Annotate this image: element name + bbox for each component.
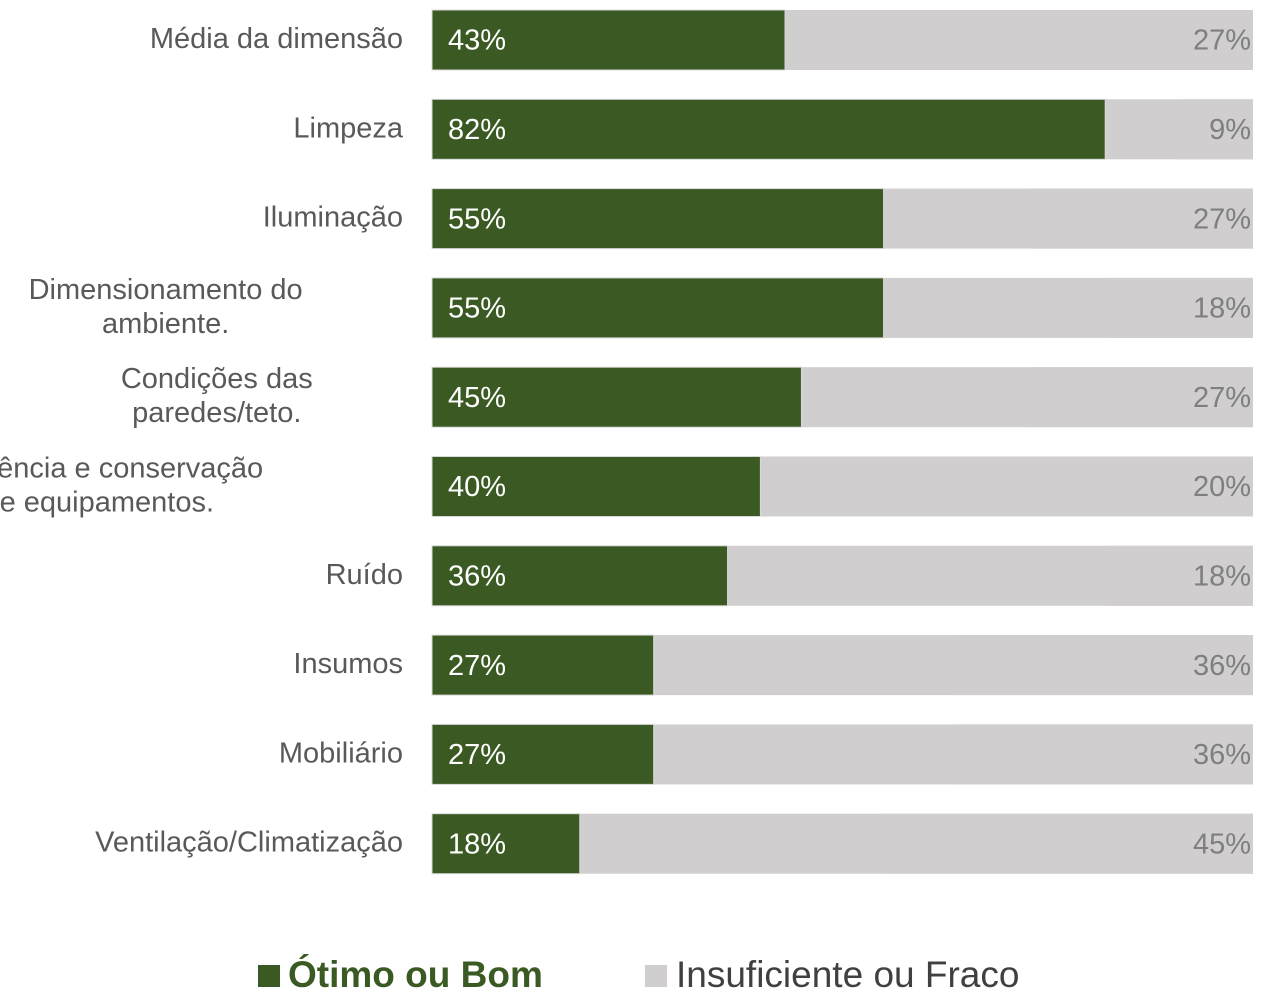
category-label: Ventilação/Climatização bbox=[95, 826, 403, 858]
data-label: 55% bbox=[448, 293, 506, 325]
category-label-line: Ventilação/Climatização bbox=[95, 826, 403, 858]
data-label: 18% bbox=[1193, 293, 1251, 325]
data-label: 20% bbox=[1193, 471, 1251, 503]
category-label: Limpeza bbox=[293, 112, 403, 144]
category-label-line: Ruído bbox=[326, 558, 403, 590]
category-label: Dimensionamento do ambiente. bbox=[29, 274, 303, 340]
bar-segment bbox=[431, 98, 1106, 160]
bar-segment bbox=[431, 9, 786, 71]
bar-segment bbox=[1179, 99, 1253, 160]
category-label: Insumos bbox=[293, 648, 403, 680]
category-label: Condições das paredes/teto. bbox=[121, 363, 313, 429]
bar-segment bbox=[1105, 545, 1253, 606]
data-label: 36% bbox=[1193, 650, 1251, 682]
category-label-line: Iluminação bbox=[263, 201, 403, 233]
bar-segment bbox=[1105, 277, 1253, 338]
bar-segment bbox=[1031, 367, 1253, 428]
category-label: Ruído bbox=[326, 558, 403, 590]
data-label: 55% bbox=[448, 203, 506, 235]
bar-segment bbox=[431, 545, 729, 607]
data-label: 9% bbox=[1209, 114, 1251, 146]
data-label: 27% bbox=[448, 650, 506, 682]
category-label-line: Limpeza bbox=[293, 112, 403, 144]
category-label-line: Mobiliário bbox=[279, 737, 403, 769]
bar-segment bbox=[431, 277, 885, 339]
data-label: 36% bbox=[448, 560, 506, 592]
category-label-line: Média da dimensão bbox=[150, 23, 403, 55]
bar-segment bbox=[883, 813, 1253, 874]
category-label-line: Condições das bbox=[121, 363, 313, 395]
bar-segment bbox=[431, 188, 885, 250]
data-label: 18% bbox=[448, 828, 506, 860]
legend-swatch bbox=[645, 965, 667, 987]
category-label: Média da dimensão bbox=[150, 23, 403, 55]
bar-segment bbox=[431, 634, 655, 696]
legend-label: Ótimo ou Bom bbox=[288, 953, 543, 994]
data-label: 27% bbox=[448, 739, 506, 771]
data-label: 27% bbox=[1193, 203, 1251, 235]
bar-segment bbox=[431, 366, 802, 428]
bar-segment bbox=[431, 456, 761, 517]
legend-swatch bbox=[258, 965, 280, 987]
category-label-line: Insumos bbox=[293, 648, 403, 680]
data-label: 40% bbox=[448, 471, 506, 503]
category-label-line: ambiente. bbox=[102, 308, 229, 340]
data-label: 18% bbox=[1193, 560, 1251, 592]
bar-segment bbox=[1088, 456, 1253, 517]
category-label-line: de equipamentos. bbox=[0, 486, 214, 518]
data-label: 45% bbox=[448, 382, 506, 414]
category-label-line: Dimensionamento do bbox=[29, 274, 303, 306]
data-label: 45% bbox=[1193, 828, 1251, 860]
category-label: Iluminação bbox=[263, 201, 403, 233]
bar-segment bbox=[957, 724, 1253, 785]
data-label: 36% bbox=[1193, 739, 1251, 771]
data-label: 82% bbox=[448, 114, 506, 146]
legend-label: Insuficiente ou Fraco bbox=[676, 954, 1019, 994]
data-label: 27% bbox=[1193, 382, 1251, 414]
category-label-line: Existência e conservação bbox=[0, 452, 263, 484]
category-label-line: paredes/teto. bbox=[132, 397, 301, 429]
bar-segment bbox=[431, 813, 581, 875]
bar-segment bbox=[1031, 188, 1253, 249]
data-label: 43% bbox=[448, 25, 506, 57]
bar-segment bbox=[431, 723, 655, 785]
data-label: 27% bbox=[1193, 25, 1251, 57]
category-label: Mobiliário bbox=[279, 737, 403, 769]
bar-segment bbox=[957, 635, 1253, 696]
bar-segment bbox=[1031, 10, 1253, 70]
